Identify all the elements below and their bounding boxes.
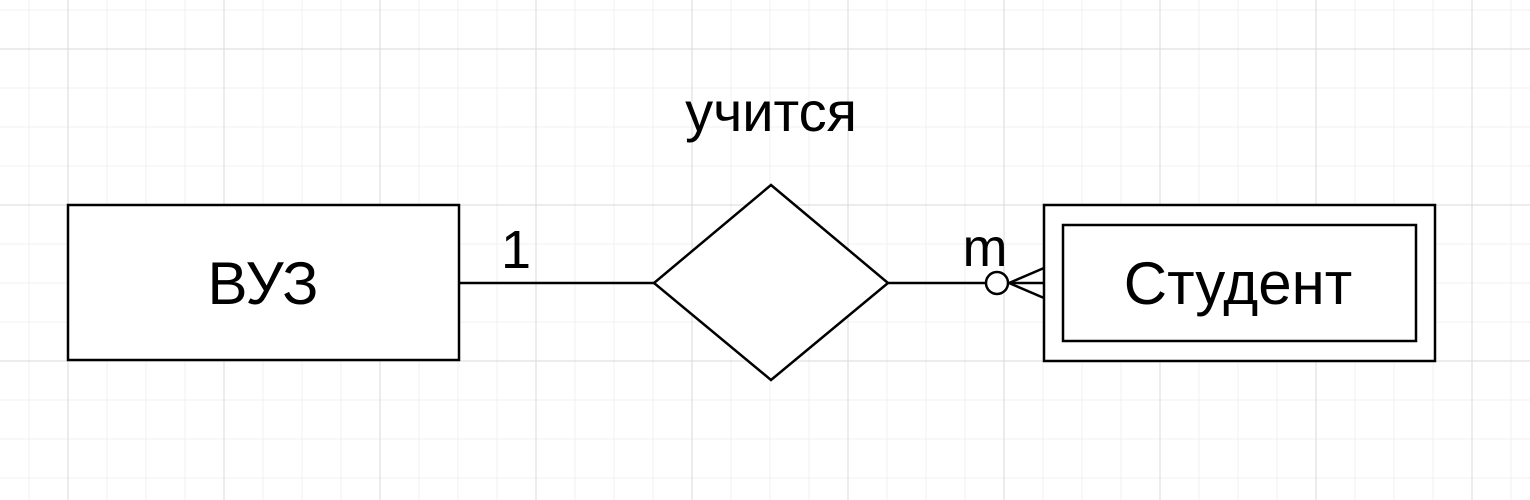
- relationship-diamond[interactable]: [652, 183, 890, 382]
- entity-student[interactable]: Студент: [1042, 203, 1437, 363]
- entity-student-inner-box: [1061, 223, 1418, 343]
- entity-vuz[interactable]: ВУЗ: [66, 203, 461, 362]
- relationship-label: учится: [685, 80, 857, 143]
- zero-circle: [984, 270, 1010, 296]
- crows-foot-lower: [1008, 281, 1045, 300]
- entity-vuz-box: [66, 203, 461, 362]
- entity-vuz-label: ВУЗ: [207, 250, 318, 317]
- cardinality-left: 1: [501, 220, 531, 280]
- crows-foot-zero-many-marker: [984, 266, 1045, 300]
- cardinality-right: m: [963, 218, 1008, 278]
- crows-foot-upper: [1008, 266, 1045, 285]
- entity-student-label: Студент: [1124, 250, 1353, 317]
